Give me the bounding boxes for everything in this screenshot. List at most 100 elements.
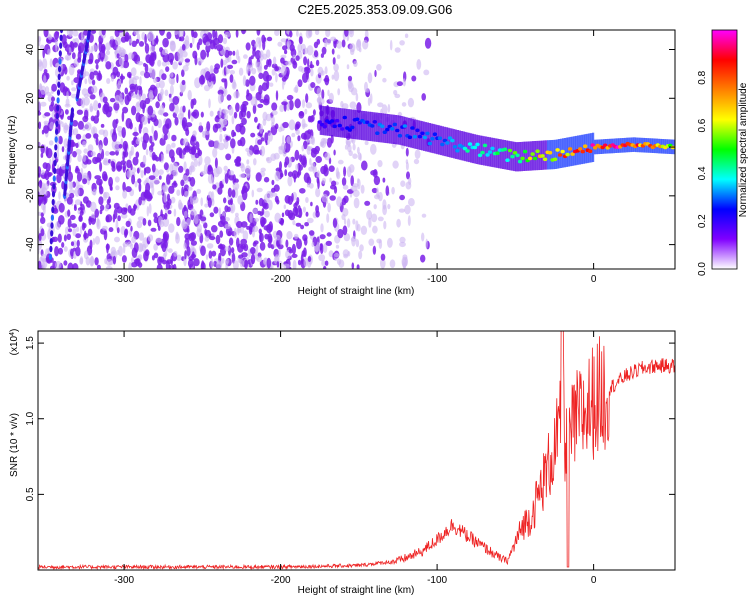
spectrogram-dot [153, 252, 159, 259]
signal-core-cell [342, 115, 347, 120]
spectrogram-dot [166, 204, 170, 210]
spectrogram-dot [185, 168, 190, 176]
signal-band-cell [415, 119, 418, 149]
spectrogram-dot [90, 30, 97, 34]
spectrogram-dot [193, 258, 200, 267]
spectrogram-dot [341, 177, 347, 187]
spectrogram-dot [54, 31, 59, 40]
spectrogram-dot [180, 85, 184, 94]
spectrogram-dot [281, 101, 288, 106]
spectrogram-dot [349, 101, 357, 109]
spectrogram-dot [371, 213, 378, 223]
spectrogram-dot [151, 151, 156, 161]
spectrogram-dot [348, 150, 353, 157]
spectrogram-dot [186, 228, 190, 233]
spectrogram-dot [122, 140, 128, 151]
spectrogram-dot [263, 94, 270, 104]
spectrogram-dot [301, 250, 306, 257]
spectrogram-dot [99, 186, 104, 195]
spectrogram-dot [226, 94, 232, 101]
spectrogram-dot [310, 60, 313, 69]
spectrogram-dot [231, 129, 235, 138]
spectrogram-dot [44, 112, 51, 117]
spectrogram-dot [254, 98, 258, 107]
signal-band-cell [464, 131, 467, 162]
spectrogram-dot [143, 62, 147, 67]
signal-core-cell [322, 124, 327, 129]
signal-band-cell [347, 109, 351, 139]
signal-band-cell [449, 128, 452, 158]
spectrogram-dot [289, 30, 293, 38]
spectrogram-dot [300, 224, 305, 230]
spectrogram-dot [321, 260, 326, 267]
spectrogram-dot [260, 167, 266, 172]
spectrogram-dot [142, 154, 147, 165]
signal-core-cell [332, 124, 337, 129]
spectrogram-dot [297, 79, 303, 88]
spectrogram-dot [156, 263, 163, 269]
spectrogram-dot [405, 147, 409, 157]
spectrogram-dot [263, 257, 268, 265]
spectrogram-dot [145, 148, 149, 156]
spectrogram-dot [78, 45, 82, 54]
signal-core-cell [555, 148, 560, 152]
spectrogram-dot [190, 232, 197, 241]
spectrogram-dot [254, 43, 258, 48]
spectrogram-dot [98, 129, 106, 135]
spectrogram-dot [286, 231, 293, 240]
spectrogram-streak-dot [50, 214, 55, 221]
spectrogram-dot [83, 209, 86, 214]
spectrogram-dot [256, 30, 261, 36]
spectrogram-dot [309, 182, 314, 189]
spectrogram-dot [100, 123, 105, 128]
signal-core-cell [402, 124, 408, 128]
spectrogram-dot [342, 184, 349, 190]
spectrogram-dot [135, 138, 140, 145]
spectrogram-dot [321, 89, 325, 100]
spectrogram-dot [217, 89, 224, 96]
x-tick-label: -100 [427, 575, 447, 586]
spectrogram-dot [249, 213, 253, 223]
spectrogram-dot [93, 70, 99, 76]
spectrogram-dot [106, 78, 111, 84]
spectrogram-dot [138, 123, 142, 134]
spectrogram-dot [274, 195, 279, 203]
spectrogram-dot [308, 230, 315, 236]
spectrogram-dot [198, 125, 204, 133]
spectrogram-dot [228, 170, 235, 176]
spectrogram-dot [205, 254, 209, 260]
spectrogram-streak-dot [50, 222, 54, 229]
spectrogram-dot [280, 57, 285, 64]
spectrogram-dot [295, 121, 301, 129]
signal-core-cell [560, 149, 565, 154]
snr-series-line [38, 331, 675, 570]
signal-core-cell [583, 144, 588, 148]
spectrogram-dot [38, 141, 41, 150]
signal-band-cell [346, 108, 349, 139]
spectrogram-dot [63, 260, 68, 266]
spectrogram-dot [103, 229, 108, 241]
spectrogram-dot [287, 195, 293, 205]
spectrogram-dot [304, 108, 308, 115]
spectrogram-dot [168, 96, 172, 102]
spectrogram-dot [337, 88, 341, 96]
spectrogram-dot [325, 30, 331, 38]
spectrogram-dot [144, 97, 151, 105]
spectrogram-dot [211, 225, 218, 233]
spectrogram-dot [253, 158, 257, 166]
spectrogram-dot [163, 239, 168, 249]
spectrogram-dot [93, 100, 99, 112]
spectrogram-dot [250, 247, 256, 255]
spectrogram-dot [307, 30, 312, 37]
spectrogram-dot [407, 215, 411, 227]
spectrogram-dot [61, 242, 65, 248]
spectrogram-dot [208, 98, 211, 109]
spectrogram-y-axis-label: Frequency (Hz) [7, 116, 18, 185]
signal-band-cell [522, 141, 525, 171]
spectrogram-dot [83, 30, 89, 36]
signal-core-cell [502, 147, 508, 152]
spectrogram-dot [81, 222, 86, 231]
spectrogram-dot [173, 263, 177, 269]
signal-band-cell [411, 118, 414, 149]
spectrogram-dot [204, 236, 210, 242]
